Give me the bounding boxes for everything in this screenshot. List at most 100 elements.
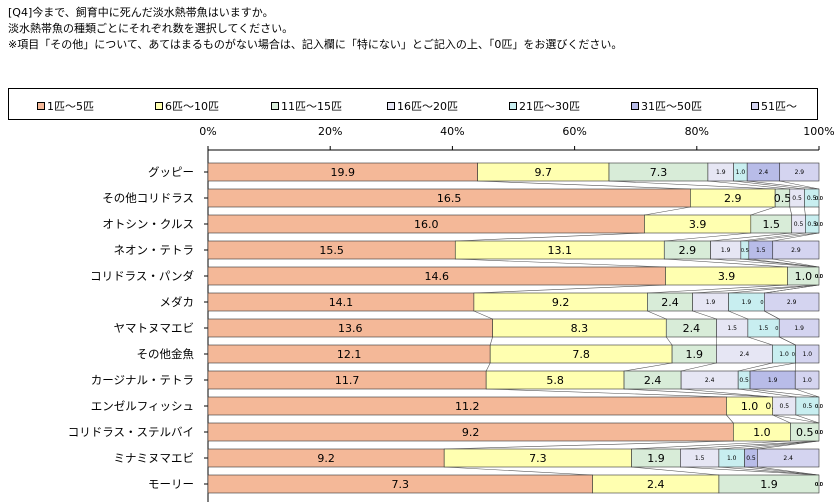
data-label: 1.9: [760, 478, 778, 491]
series-connector-line: [728, 310, 748, 320]
data-label: 16.5: [437, 192, 462, 205]
legend-label: 51匹～: [761, 100, 797, 113]
data-label: 13.6: [338, 322, 363, 335]
bar-segment: [778, 318, 820, 338]
data-label: 0.5: [741, 248, 749, 254]
data-label: 11.7: [335, 374, 360, 387]
series-connector-line: [772, 414, 820, 424]
series-connector-line: [750, 362, 796, 372]
bar-segment: [718, 474, 820, 494]
series-connector-line: [455, 232, 645, 242]
data-label: 0.0: [815, 274, 823, 280]
series-connector-line: [473, 284, 666, 294]
data-label: 14.6: [424, 270, 449, 283]
bar-segment: [764, 292, 820, 312]
series-connector-line: [726, 414, 734, 424]
category-label: モーリー: [148, 477, 194, 491]
series-connector-line: [748, 258, 820, 268]
series-connector-line: [764, 284, 820, 294]
data-label: 0.5: [792, 195, 802, 202]
bar-segment: [805, 214, 820, 234]
data-label: 13.1: [548, 244, 573, 257]
legend-entry: 11匹～15匹: [271, 98, 342, 114]
category-label: グッピー: [148, 165, 194, 179]
series-connector-line: [740, 232, 806, 242]
data-label: 2.4: [644, 374, 662, 387]
series-connector-line: [738, 362, 773, 372]
series-connector-line: [485, 362, 491, 372]
series-connector-line: [680, 440, 820, 450]
data-label: 0.5: [807, 221, 817, 228]
data-label: 0.5: [774, 192, 792, 205]
question-line-2: 淡水熱帯魚の種類ごとにそれぞれ数を選択してください。: [8, 22, 294, 35]
data-label: 0.0: [815, 482, 823, 488]
series-connector-line: [772, 232, 820, 242]
data-label: 0.5: [780, 403, 790, 410]
data-label: 1.5: [727, 325, 737, 332]
category-label: カージナル・テトラ: [91, 373, 194, 387]
data-label: 0.5: [794, 221, 804, 228]
data-label: 8.3: [571, 322, 589, 335]
data-label: 0.0: [815, 222, 823, 228]
category-label: コリドラス・ステルバイ: [68, 425, 194, 439]
category-label: その他金魚: [137, 347, 195, 361]
category-label: ネオン・テトラ: [114, 243, 195, 257]
data-label: 19.9: [331, 166, 356, 179]
legend-entry: 21匹～30匹: [509, 98, 580, 114]
x-tick-label: 40%: [440, 125, 464, 138]
data-label: 1.0: [727, 455, 737, 462]
category-label: ミナミヌマエビ: [114, 451, 195, 465]
data-label: 1.9: [647, 452, 665, 465]
data-label: 2.4: [740, 351, 750, 358]
category-label: メダカ: [160, 295, 195, 309]
data-label: 0.0: [815, 430, 823, 436]
data-label: 1.9: [721, 247, 731, 254]
series-connector-line: [718, 466, 820, 476]
data-label: 1.5: [763, 218, 781, 231]
data-label: 1.9: [742, 299, 752, 306]
series-connector-line: [728, 284, 820, 294]
series-connector-line: [644, 206, 691, 216]
data-label: 2.4: [661, 296, 679, 309]
series-connector-line: [748, 232, 820, 242]
data-label: 2.4: [759, 169, 769, 176]
legend-swatch: [751, 102, 759, 110]
series-connector-line: [750, 388, 820, 398]
data-label: 2.9: [791, 247, 801, 254]
legend-swatch: [271, 102, 279, 110]
legend-label: 6匹～10匹: [165, 100, 219, 113]
data-label: 0.5: [807, 195, 817, 202]
data-label: 2.9: [795, 169, 805, 176]
data-label: 1.0: [803, 351, 813, 358]
series-connector-line: [789, 206, 793, 216]
category-label: ヤマトヌマエビ: [114, 321, 195, 335]
data-label: 2.4: [683, 322, 701, 335]
data-label: 3.9: [718, 270, 736, 283]
data-label: 0.0: [815, 430, 823, 436]
x-tick-label: 20%: [318, 125, 342, 138]
data-label: 15.5: [319, 244, 344, 257]
data-label: 0.0: [815, 274, 823, 280]
data-label: 12.1: [337, 348, 362, 361]
x-tick-label: 100%: [803, 125, 834, 138]
data-label: 1.9: [768, 377, 778, 384]
legend-entry: 16匹～20匹: [387, 98, 458, 114]
data-label: 0.0: [815, 482, 823, 488]
data-label: 11.2: [455, 400, 480, 413]
data-label: 7.3: [392, 478, 410, 491]
category-label: その他コリドラス: [102, 191, 194, 205]
legend-swatch: [37, 102, 45, 110]
bar-segment: [794, 370, 820, 390]
data-label: 1.0: [802, 377, 812, 384]
chart-legend: 1匹～5匹 6匹～10匹 11匹～15匹 16匹～20匹 21匹～30匹 31匹～50匹 5…: [8, 88, 818, 120]
series-connector-line: [733, 180, 805, 190]
data-label: 7.3: [529, 452, 547, 465]
data-label: 9.7: [535, 166, 553, 179]
category-label: エンゼルフィッシュ: [91, 399, 194, 413]
data-label: 0.0: [815, 274, 823, 280]
data-label: 2.4: [783, 455, 793, 462]
data-label: 1.0: [795, 270, 813, 283]
series-connector-line: [795, 388, 820, 398]
legend-swatch: [155, 102, 163, 110]
data-label: 2.4: [647, 478, 665, 491]
